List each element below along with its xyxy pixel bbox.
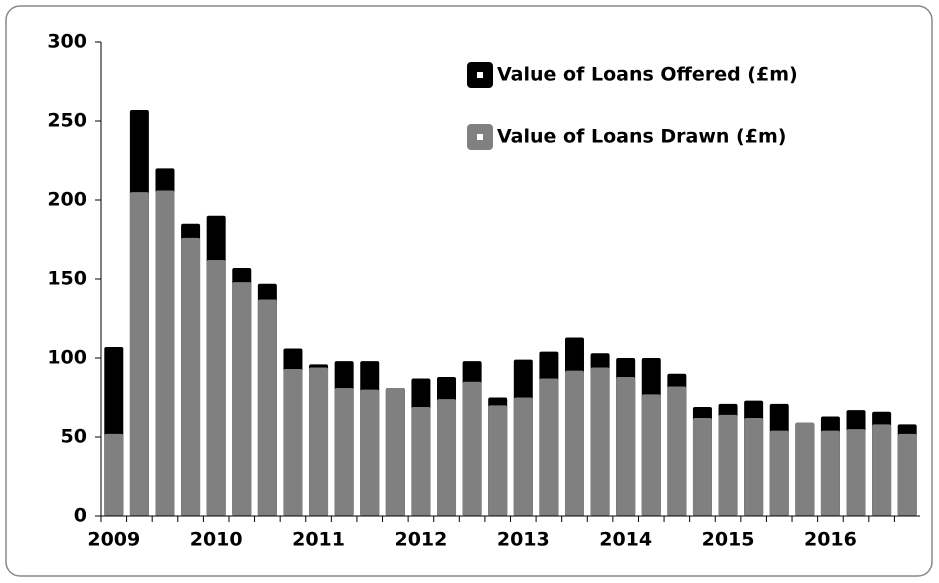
x-tick-label: 2016: [804, 529, 857, 551]
x-tick-label: 2014: [599, 529, 652, 551]
bar: [872, 424, 892, 516]
y-tick-label: 250: [47, 110, 87, 132]
bar: [232, 282, 252, 516]
bar: [692, 418, 712, 516]
bar: [334, 388, 354, 516]
bar: [667, 386, 687, 516]
y-tick-label: 100: [47, 347, 87, 369]
bar: [385, 388, 405, 516]
x-tick-label: 2015: [702, 529, 755, 551]
bar: [360, 389, 380, 516]
bar: [283, 369, 303, 516]
bar: [795, 422, 815, 516]
x-tick-label: 2010: [190, 529, 243, 551]
bar: [616, 376, 636, 516]
y-tick-label: 200: [47, 189, 87, 211]
bar: [744, 418, 764, 516]
bar: [539, 378, 559, 516]
bar: [769, 430, 789, 516]
bar: [155, 190, 175, 516]
bar: [257, 299, 277, 516]
legend-label: Value of Loans Drawn (£m): [497, 126, 786, 148]
bar: [718, 414, 738, 516]
bar: [820, 430, 840, 516]
y-tick-label: 0: [74, 505, 87, 527]
bar: [411, 406, 431, 516]
x-tick-label: 2012: [394, 529, 447, 551]
bar: [437, 399, 457, 516]
legend-swatch-inner: [477, 134, 483, 140]
bar: [641, 394, 661, 516]
bar: [590, 367, 610, 516]
bar: [104, 433, 124, 516]
bar: [206, 260, 226, 516]
y-tick-label: 50: [61, 426, 87, 448]
legend-label: Value of Loans Offered (£m): [497, 64, 798, 86]
bar: [513, 397, 533, 516]
x-tick-label: 2009: [87, 529, 140, 551]
x-tick-label: 2011: [292, 529, 345, 551]
x-tick-label: 2013: [497, 529, 550, 551]
bar: [488, 405, 508, 516]
bar: [564, 370, 584, 516]
bar: [309, 367, 329, 516]
bar: [181, 237, 201, 517]
bar: [897, 433, 917, 516]
bar: [462, 381, 482, 516]
legend-swatch-inner: [477, 72, 483, 78]
bar: [846, 429, 866, 516]
y-tick-label: 300: [47, 31, 87, 53]
y-tick-label: 150: [47, 268, 87, 290]
bar: [129, 192, 149, 516]
